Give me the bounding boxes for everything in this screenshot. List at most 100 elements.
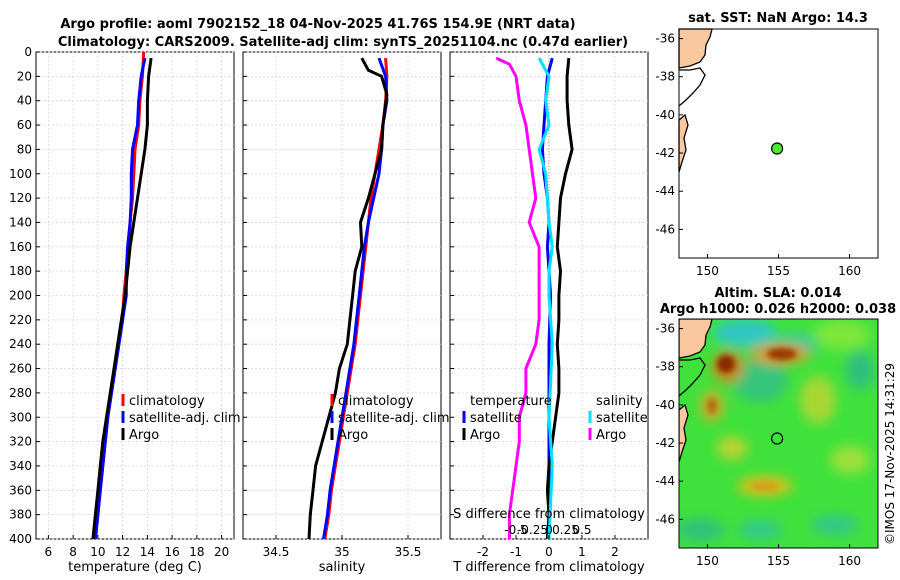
legend-label-satellite: satellite-adj. clim xyxy=(338,411,450,426)
x-tick-label: 2 xyxy=(611,545,619,559)
map-x-tick-label: 160 xyxy=(838,264,861,278)
s-tick-label: 0.25 xyxy=(552,523,579,537)
y-tick-label: 260 xyxy=(9,362,32,376)
y-tick-label: 0 xyxy=(24,45,32,59)
series-salinity-argo xyxy=(495,56,541,539)
legend-heading-temperature: temperature xyxy=(470,394,552,409)
sla-map-title-line2: Argo h1000: 0.026 h2000: 0.038 xyxy=(660,302,896,317)
legend-label-satellite: satellite-adj. clim xyxy=(129,411,241,426)
y-tick-label: 220 xyxy=(9,313,32,327)
y-tick-label: 140 xyxy=(9,215,32,229)
salinity-legend: climatology satellite-adj. clim Argo xyxy=(330,394,450,443)
x-tick-label: 6 xyxy=(45,545,53,559)
map-x-tick-label: 155 xyxy=(767,264,790,278)
salinity-xlabel: salinity xyxy=(319,560,366,575)
series-argo xyxy=(307,57,389,540)
y-tick-label: 240 xyxy=(9,337,32,351)
y-tick-label: 340 xyxy=(9,459,32,473)
y-tick-label: 320 xyxy=(9,435,32,449)
land-mainland-north xyxy=(679,319,713,359)
x-tick-label: 34.5 xyxy=(263,545,290,559)
series-satellite-adj-clim xyxy=(322,57,389,540)
s-tick-label: -0.25 xyxy=(517,523,548,537)
x-tick-label: 35 xyxy=(334,545,349,559)
sla-warm-feature xyxy=(830,446,870,474)
map-x-tick-label: 150 xyxy=(696,264,719,278)
map-x-tick-label: 155 xyxy=(767,554,790,568)
land-mainland-north xyxy=(678,28,713,69)
argo-float-marker xyxy=(770,142,784,155)
y-tick-label: 60 xyxy=(17,118,32,132)
map-y-tick-label: -46 xyxy=(655,512,675,526)
y-tick-label: 200 xyxy=(9,289,32,303)
sla-map-title-line1: Altim. SLA: 0.014 xyxy=(715,286,842,301)
legend-label-argo: Argo xyxy=(338,428,368,443)
coastline-south xyxy=(678,67,706,107)
x-tick-label: -1 xyxy=(510,545,522,559)
legend-label-argo: Argo xyxy=(129,428,159,443)
x-tick-label: -2 xyxy=(477,545,489,559)
x-tick-label: 8 xyxy=(69,545,77,559)
y-tick-label: 20 xyxy=(17,69,32,83)
sla-field xyxy=(679,319,878,548)
map-y-tick-label: -44 xyxy=(655,184,675,198)
series-salinity-satellite xyxy=(537,57,554,540)
map-y-tick-label: -38 xyxy=(655,360,675,374)
legend-label-t-satellite: satellite xyxy=(470,411,522,426)
y-tick-label: 100 xyxy=(9,167,32,181)
sla-cool-feature xyxy=(846,350,874,390)
map-y-tick-label: -44 xyxy=(655,474,675,488)
temperature-legend: climatology satellite-adj. clim Argo xyxy=(121,394,241,443)
x-tick-label: 12 xyxy=(115,545,130,559)
sla-warm-eddy-core xyxy=(717,355,735,373)
difference-panel: -2 -1 0 1 2 temperature satellite Argo salin… xyxy=(449,51,649,575)
sla-warm-feature xyxy=(814,320,870,350)
legend-label-t-argo: Argo xyxy=(470,428,500,443)
legend-label-climatology: climatology xyxy=(338,394,414,409)
legend-heading-salinity: salinity xyxy=(596,394,643,409)
sla-warm-feature xyxy=(716,436,748,460)
series-satellite-adj-clim xyxy=(93,57,147,540)
x-tick-label: 0 xyxy=(545,545,553,559)
map-y-tick-label: -40 xyxy=(655,108,675,122)
s-tick-label: 0 xyxy=(545,523,553,537)
s-difference-axis-label: S difference from climatology xyxy=(453,507,645,522)
y-tick-label: 80 xyxy=(17,142,32,156)
map-y-tick-label: -36 xyxy=(655,32,675,46)
s-tick-label: -0.5 xyxy=(504,523,527,537)
map-x-tick-label: 150 xyxy=(696,554,719,568)
sla-map-panel: Altim. SLA: 0.014 Argo h1000: 0.026 h200… xyxy=(655,286,896,568)
series-argo xyxy=(91,57,153,540)
argo-float-marker xyxy=(770,432,784,445)
y-tick-label: 40 xyxy=(17,94,32,108)
y-tick-label: 380 xyxy=(9,508,32,522)
sla-cool-feature xyxy=(713,319,777,347)
figure-title-line1: Argo profile: aoml 7902152_18 04-Nov-202… xyxy=(60,17,575,32)
y-tick-label: 180 xyxy=(9,264,32,278)
x-tick-label: 14 xyxy=(140,545,155,559)
map-y-tick-label: -46 xyxy=(655,222,675,236)
salinity-panel: 34.5 35 35.5 climatology satellite-adj. cl… xyxy=(242,51,450,575)
sst-map-title: sat. SST: NaN Argo: 14.3 xyxy=(688,11,868,26)
map-y-tick-label: -40 xyxy=(655,398,675,412)
s-tick-label: 0.5 xyxy=(572,523,591,537)
sla-warm-eddy-core xyxy=(707,398,717,414)
x-tick-label: 18 xyxy=(189,545,204,559)
sla-cool-feature xyxy=(679,518,725,542)
coastline-south xyxy=(679,357,706,397)
y-tick-label: 400 xyxy=(9,532,32,546)
x-tick-label: 10 xyxy=(90,545,105,559)
salinity-diff-legend: salinity satellite Argo xyxy=(588,394,648,443)
map-y-tick-label: -42 xyxy=(655,146,675,160)
sla-eddy-cores xyxy=(707,348,797,491)
imos-credit: ©IMOS 17-Nov-2025 14:31:29 xyxy=(883,363,897,545)
y-tick-label: 160 xyxy=(9,240,32,254)
y-tick-label: 360 xyxy=(9,483,32,497)
sla-warm-eddy-core xyxy=(767,348,797,360)
legend-label-s-satellite: satellite xyxy=(596,411,648,426)
sla-cool-feature xyxy=(732,358,788,402)
y-tick-label: 280 xyxy=(9,386,32,400)
y-tick-label: 120 xyxy=(9,191,32,205)
sla-cool-feature xyxy=(738,520,782,540)
x-tick-label: 1 xyxy=(578,545,586,559)
